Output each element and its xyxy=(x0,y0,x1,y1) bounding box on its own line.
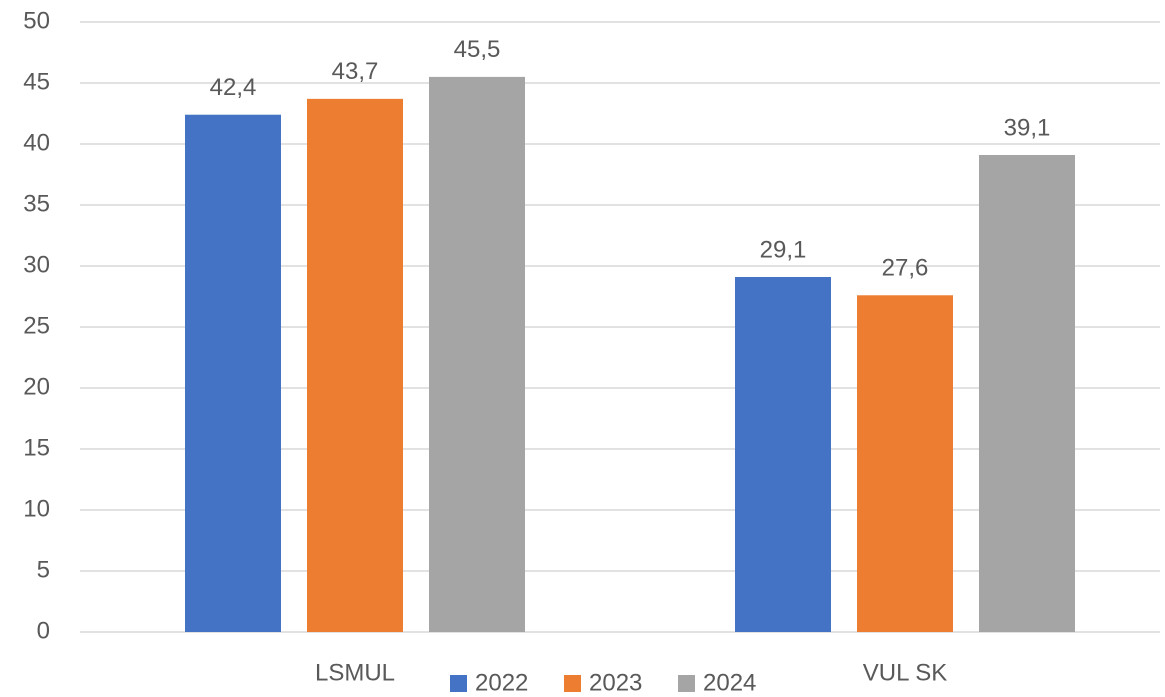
bar xyxy=(429,76,525,632)
data-label: 45,5 xyxy=(454,36,501,63)
y-tick-label: 50 xyxy=(23,7,50,34)
legend-label: 2024 xyxy=(703,669,756,696)
y-tick-label: 20 xyxy=(23,373,50,400)
y-tick-label: 30 xyxy=(23,251,50,278)
bar xyxy=(735,276,831,632)
legend-swatch xyxy=(678,675,695,692)
y-tick-label: 25 xyxy=(23,312,50,339)
data-label: 42,4 xyxy=(210,74,257,101)
data-label: 39,1 xyxy=(1004,114,1051,141)
y-tick-label: 5 xyxy=(37,556,50,583)
legend-label: 2023 xyxy=(589,669,642,696)
legend-label: 2022 xyxy=(475,669,528,696)
bar xyxy=(185,114,281,633)
y-tick-label: 40 xyxy=(23,129,50,156)
data-label: 43,7 xyxy=(332,58,379,85)
bar xyxy=(979,154,1075,633)
y-tick-label: 15 xyxy=(23,434,50,461)
data-label: 29,1 xyxy=(760,236,807,263)
bar xyxy=(857,295,953,632)
data-label: 27,6 xyxy=(882,255,929,282)
y-tick-label: 45 xyxy=(23,68,50,95)
legend-swatch xyxy=(450,675,467,692)
y-tick-label: 0 xyxy=(37,617,50,644)
legend-swatch xyxy=(564,675,581,692)
y-tick-label: 10 xyxy=(23,495,50,522)
x-tick-label: LSMUL xyxy=(315,659,395,686)
y-tick-label: 35 xyxy=(23,190,50,217)
bar xyxy=(307,98,403,633)
x-tick-label: VUL SK xyxy=(863,659,947,686)
